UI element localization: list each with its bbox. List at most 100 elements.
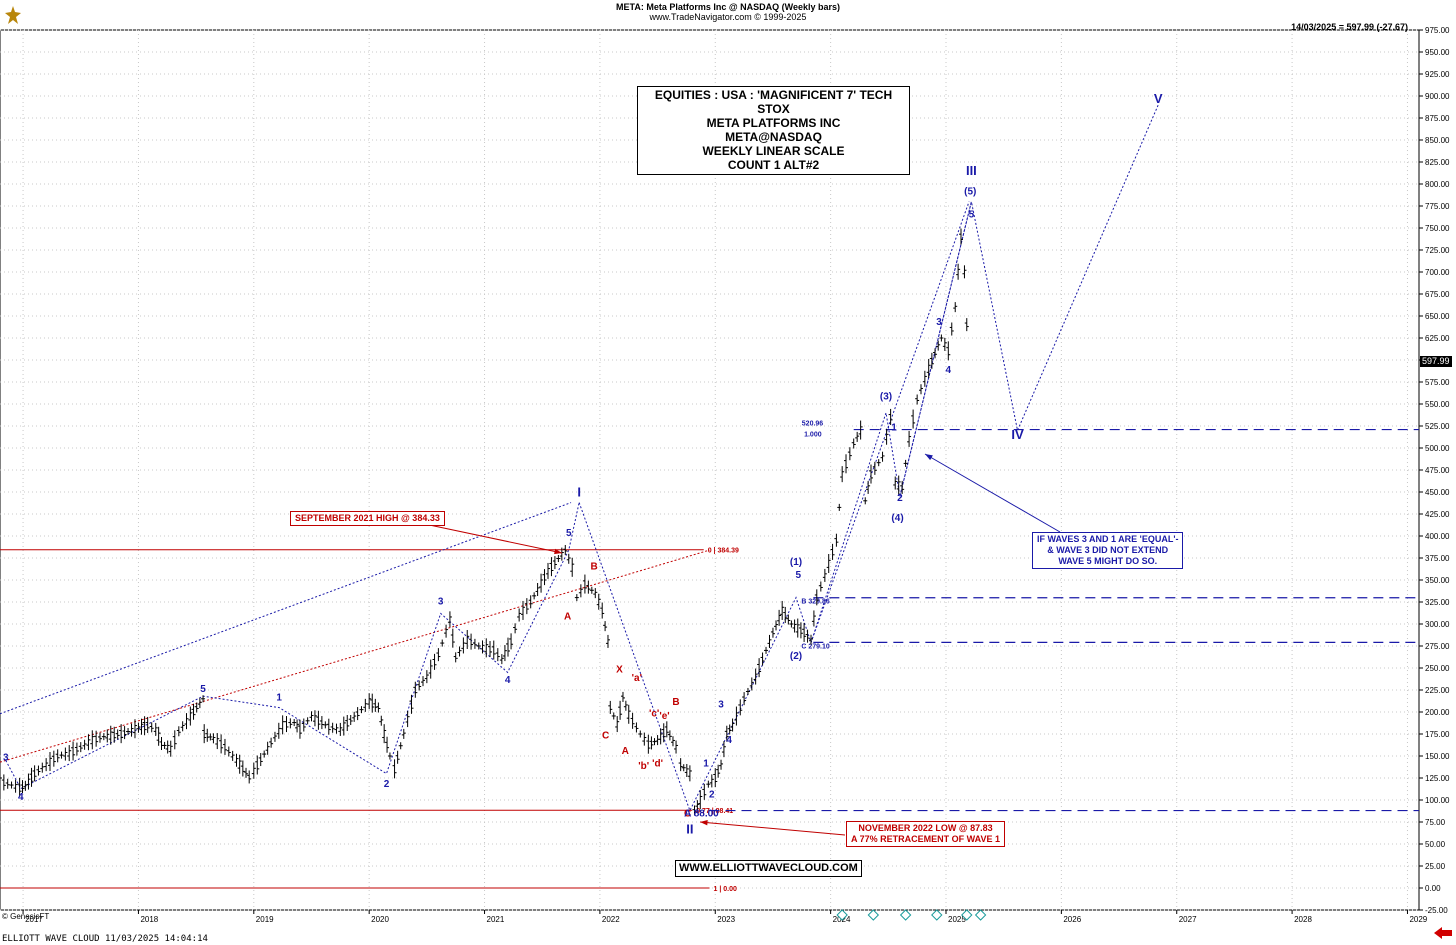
wave-label: (3) (880, 392, 892, 403)
y-tick-label: 925.00 (1425, 70, 1450, 79)
wave-label: 1 (703, 759, 709, 770)
wave-label: A (622, 746, 629, 757)
y-tick-label: 175.00 (1425, 730, 1450, 739)
wave-label: 4 (18, 792, 24, 803)
wave-label: 'a' (632, 673, 642, 684)
wave-label: 2 (709, 789, 715, 800)
info-line: META@NASDAQ (725, 130, 822, 144)
x-tick-label: 2020 (371, 915, 389, 924)
wave-label: X (616, 664, 623, 675)
wave-label: IV (1011, 427, 1024, 442)
wave-label: B (591, 561, 598, 572)
y-tick-label: 50.00 (1425, 840, 1446, 849)
x-tick-label: 2021 (487, 915, 505, 924)
y-tick-label: 775.00 (1425, 202, 1450, 211)
wave-label: 'e' (659, 711, 669, 722)
fib-level-label: 0 | 384.39 (708, 548, 739, 555)
y-tick-label: 275.00 (1425, 642, 1450, 651)
y-tick-label: 250.00 (1425, 664, 1450, 673)
price-readout: 14/03/2025 = 597.99 (-27.67) (1291, 22, 1408, 32)
y-tick-label: 500.00 (1425, 444, 1450, 453)
y-tick-label: 875.00 (1425, 114, 1450, 123)
wave-label: 2 (897, 493, 903, 504)
x-tick-label: 2023 (717, 915, 735, 924)
event-marker-icon (836, 909, 848, 921)
level-label: 1.000 (804, 432, 822, 439)
y-tick-label: 0.00 (1425, 884, 1441, 893)
y-tick-label: 675.00 (1425, 290, 1450, 299)
wave-label: 5 (796, 570, 802, 581)
annotation-arrow-head (554, 548, 562, 555)
y-tick-label: 375.00 (1425, 554, 1450, 563)
chart-copyright: www.TradeNavigator.com © 1999-2025 (649, 12, 807, 22)
x-tick-label: 2026 (1063, 915, 1081, 924)
y-tick-label: 550.00 (1425, 400, 1450, 409)
event-marker-icon (961, 909, 973, 921)
y-tick-label: 575.00 (1425, 378, 1450, 387)
info-line: META PLATFORMS INC (706, 116, 841, 130)
y-tick-label: 525.00 (1425, 422, 1450, 431)
x-tick-label: 2028 (1294, 915, 1312, 924)
scroll-left-arrow-icon[interactable] (1432, 925, 1454, 941)
wave-label: B (672, 697, 679, 708)
y-tick-label: 800.00 (1425, 180, 1450, 189)
trend-line (0, 502, 572, 715)
y-tick-label: 100.00 (1425, 796, 1450, 805)
wave-label: (5) (964, 187, 976, 198)
y-tick-label: 825.00 (1425, 158, 1450, 167)
y-tick-label: 325.00 (1425, 598, 1450, 607)
y-tick-label: 200.00 (1425, 708, 1450, 717)
event-marker-icon (931, 909, 943, 921)
annotation-arrow (419, 522, 563, 554)
wave-label: 4 (946, 365, 952, 376)
website-banner: WWW.ELLIOTTWAVECLOUD.COM (675, 860, 862, 877)
wave-label: 1 (276, 693, 282, 704)
x-tick-label: 2017 (25, 915, 43, 924)
annotation-arrow (699, 821, 846, 836)
wave-label: 4 (505, 675, 511, 686)
wave-label: (4) (891, 513, 903, 524)
wave-label: C (684, 809, 691, 820)
y-tick-label: 350.00 (1425, 576, 1450, 585)
wave-label: 5 (200, 684, 206, 695)
y-tick-label: 975.00 (1425, 26, 1450, 35)
wave-label: 5 (969, 209, 975, 220)
y-tick-label: 750.00 (1425, 224, 1450, 233)
wave-label: V (1154, 91, 1163, 106)
y-tick-label: -25.00 (1425, 906, 1448, 915)
y-tick-label: 625.00 (1425, 334, 1450, 343)
trade-navigator-logo-icon (5, 6, 21, 24)
last-price-tag: 597.99 (1420, 356, 1452, 367)
level-label: C 279.10 (801, 643, 830, 650)
annotation-arrow-head (925, 454, 933, 461)
annotation-arrow-head (700, 819, 708, 826)
x-tick-label: 2029 (1409, 915, 1427, 924)
y-tick-label: 400.00 (1425, 532, 1450, 541)
wave-label: (2) (790, 651, 802, 662)
wave-label: 1 (891, 422, 897, 433)
note-text: WAVE 5 MIGHT DO SO. (1058, 556, 1158, 566)
y-tick-label: 850.00 (1425, 136, 1450, 145)
november-2022-low-note: NOVEMBER 2022 LOW @ 87.83 A 77% RETRACEM… (846, 821, 1006, 847)
fib-level-label: 1 | 0.00 (714, 886, 737, 893)
level-label: 520.96 (802, 421, 824, 428)
y-tick-label: 25.00 (1425, 862, 1446, 871)
wave-label: 3 (718, 700, 724, 711)
x-tick-label: 2018 (140, 915, 158, 924)
channel-line (810, 201, 970, 643)
wave-label: 5 (566, 528, 572, 539)
event-marker-icon (974, 909, 987, 921)
note-text: A 77% RETRACEMENT OF WAVE 1 (851, 834, 1001, 844)
y-tick-label: 650.00 (1425, 312, 1450, 321)
level-label: B 329.86 (801, 599, 830, 606)
wave-label: 'd' (652, 759, 663, 770)
y-tick-label: 75.00 (1425, 818, 1446, 827)
y-tick-label: 475.00 (1425, 466, 1450, 475)
y-tick-label: 225.00 (1425, 686, 1450, 695)
data-provider-credit: © GenesisFT (2, 912, 50, 921)
wave-label: 2 (384, 779, 390, 790)
wave-label: (1) (790, 557, 802, 568)
fib-level-label: 0.77 | 88.41 (696, 808, 733, 815)
event-marker-icon (899, 909, 912, 921)
